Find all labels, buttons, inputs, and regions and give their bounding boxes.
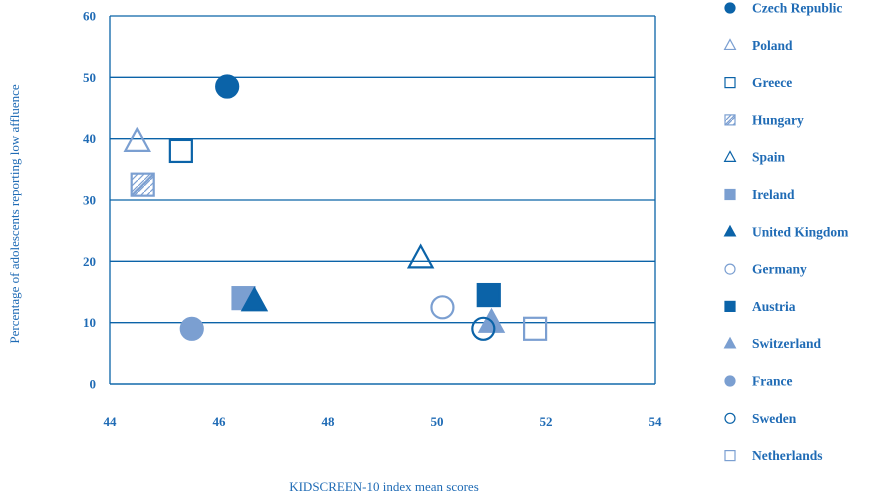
legend-label: Spain xyxy=(752,150,786,165)
y-tick-label: 30 xyxy=(83,193,96,208)
point-germany xyxy=(430,295,455,320)
point-hungary-diagonal xyxy=(130,172,155,197)
point-poland xyxy=(123,126,151,152)
point-sweden xyxy=(471,316,496,341)
y-tick-label: 0 xyxy=(90,377,97,392)
legend-marker-france xyxy=(724,375,736,387)
legend-label: Ireland xyxy=(752,187,795,202)
legend-label: United Kingdom xyxy=(752,224,849,239)
x-tick-label: 44 xyxy=(104,414,118,429)
legend-marker-greece xyxy=(724,76,736,89)
legend-marker-united-kingdom xyxy=(723,224,737,237)
axes xyxy=(109,16,656,385)
legend: Czech Republic Poland Greece Hungary Spain Ir… xyxy=(723,1,849,463)
legend-label: Greece xyxy=(752,75,792,90)
legend-marker-germany xyxy=(724,263,736,275)
legend-label: Germany xyxy=(752,262,807,277)
legend-marker-czech-republic xyxy=(724,2,736,14)
legend-label: France xyxy=(752,374,792,389)
x-tick-label: 54 xyxy=(649,414,663,429)
y-axis-label: Percentage of adolescents reporting low … xyxy=(7,84,22,344)
tick-labels: 0 10 20 30 40 50 60 44 46 48 50 52 54 xyxy=(83,9,662,430)
legend-label: Switzerland xyxy=(752,336,821,351)
legend-marker-hungary-diagonal xyxy=(724,114,736,126)
legend-label: Poland xyxy=(752,38,793,53)
y-tick-label: 20 xyxy=(83,254,96,269)
point-united-kingdom xyxy=(240,286,269,312)
legend-label: Austria xyxy=(752,299,796,314)
legend-label: Hungary xyxy=(752,112,804,127)
legend-marker-netherlands xyxy=(724,450,736,462)
x-tick-label: 52 xyxy=(540,414,553,429)
x-tick-label: 48 xyxy=(322,414,336,429)
data-points xyxy=(123,74,548,341)
legend-label: Sweden xyxy=(752,411,797,426)
y-tick-label: 50 xyxy=(83,70,96,85)
point-greece xyxy=(168,138,193,164)
legend-label: Netherlands xyxy=(752,448,823,463)
legend-marker-austria xyxy=(724,300,736,312)
point-netherlands xyxy=(522,316,548,341)
y-tick-label: 40 xyxy=(83,131,96,146)
legend-marker-ireland xyxy=(724,188,736,201)
x-tick-label: 46 xyxy=(213,414,227,429)
point-austria xyxy=(476,282,501,308)
x-tick-label: 50 xyxy=(431,414,444,429)
point-france xyxy=(179,316,204,341)
legend-marker-poland xyxy=(723,38,737,51)
point-spain xyxy=(406,243,435,269)
x-axis-label: KIDSCREEN-10 index mean scores xyxy=(289,479,479,494)
y-tick-label: 60 xyxy=(83,9,96,24)
point-czech-republic xyxy=(215,74,240,99)
y-tick-label: 10 xyxy=(83,315,96,330)
legend-marker-sweden xyxy=(724,412,736,424)
legend-marker-spain xyxy=(723,150,737,162)
legend-label: Czech Republic xyxy=(752,1,842,16)
legend-marker-switzerland xyxy=(723,336,737,349)
